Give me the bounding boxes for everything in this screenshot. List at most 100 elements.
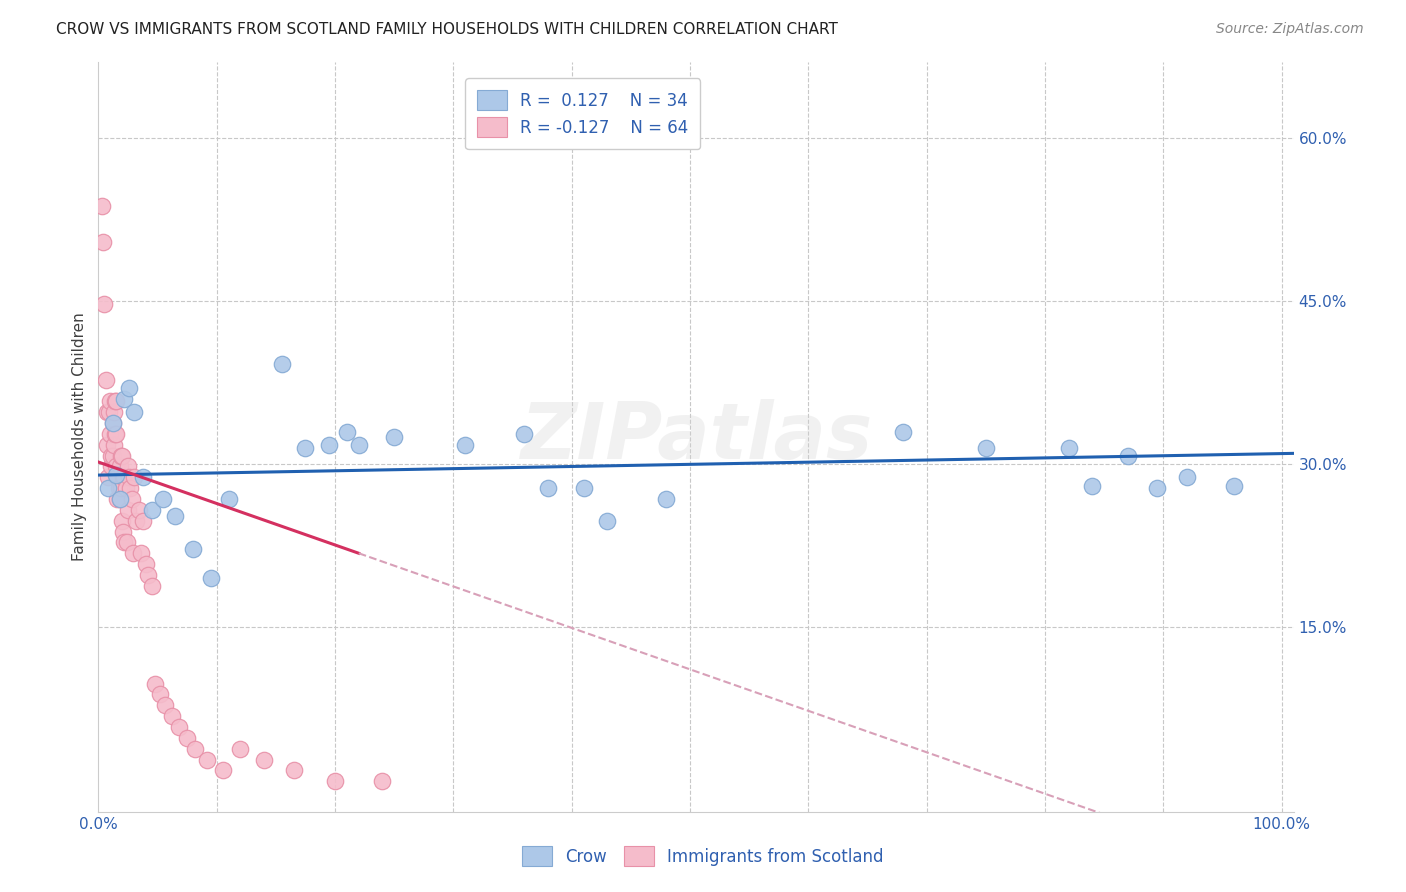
Point xyxy=(96,405,118,419)
Point xyxy=(105,394,128,409)
Point xyxy=(128,503,150,517)
Point xyxy=(105,470,128,484)
Point xyxy=(454,438,477,452)
Point xyxy=(112,470,135,484)
Point xyxy=(167,720,190,734)
Point xyxy=(153,698,176,713)
Point xyxy=(110,449,132,463)
Point xyxy=(211,764,233,778)
Point xyxy=(122,470,145,484)
Point xyxy=(121,491,143,506)
Point xyxy=(91,235,114,249)
Point xyxy=(135,557,157,571)
Text: CROW VS IMMIGRANTS FROM SCOTLAND FAMILY HOUSEHOLDS WITH CHILDREN CORRELATION CHA: CROW VS IMMIGRANTS FROM SCOTLAND FAMILY … xyxy=(56,22,838,37)
Point xyxy=(176,731,198,745)
Point xyxy=(160,709,183,723)
Point xyxy=(382,430,405,444)
Point xyxy=(121,546,143,560)
Text: Source: ZipAtlas.com: Source: ZipAtlas.com xyxy=(1216,22,1364,37)
Point xyxy=(91,199,114,213)
Point xyxy=(108,491,131,506)
Point xyxy=(596,514,619,528)
Point xyxy=(100,459,122,474)
Point xyxy=(105,459,128,474)
Point xyxy=(132,514,155,528)
Point xyxy=(141,579,163,593)
Point xyxy=(229,741,252,756)
Point xyxy=(195,753,218,767)
Point xyxy=(107,481,129,495)
Point xyxy=(323,774,346,789)
Text: ZIPatlas: ZIPatlas xyxy=(520,399,872,475)
Point xyxy=(104,394,127,409)
Point xyxy=(114,535,136,549)
Point xyxy=(122,405,145,419)
Point xyxy=(125,514,148,528)
Point xyxy=(120,481,142,495)
Point xyxy=(105,491,128,506)
Point xyxy=(98,394,121,409)
Point xyxy=(96,438,118,452)
Point xyxy=(1116,449,1139,463)
Point xyxy=(1057,441,1080,455)
Point xyxy=(1081,479,1104,493)
Point xyxy=(294,441,316,455)
Point xyxy=(101,449,124,463)
Point xyxy=(97,481,120,495)
Point xyxy=(513,426,536,441)
Legend: Crow, Immigrants from Scotland: Crow, Immigrants from Scotland xyxy=(513,838,893,875)
Point xyxy=(181,541,204,556)
Point xyxy=(111,449,134,463)
Point xyxy=(184,741,207,756)
Point xyxy=(98,405,121,419)
Point xyxy=(347,438,370,452)
Point xyxy=(110,481,132,495)
Point xyxy=(105,426,128,441)
Point xyxy=(336,425,359,439)
Point xyxy=(117,459,139,474)
Point xyxy=(165,509,187,524)
Point xyxy=(572,481,595,495)
Point xyxy=(655,491,678,506)
Point xyxy=(114,481,136,495)
Legend: R =  0.127    N = 34, R = -0.127    N = 64: R = 0.127 N = 34, R = -0.127 N = 64 xyxy=(465,78,700,149)
Point xyxy=(318,438,340,452)
Point xyxy=(136,568,159,582)
Point xyxy=(98,426,121,441)
Point xyxy=(112,524,135,539)
Point xyxy=(253,753,276,767)
Point xyxy=(93,296,115,310)
Point xyxy=(371,774,394,789)
Point xyxy=(101,416,124,430)
Point xyxy=(111,514,134,528)
Point xyxy=(100,449,122,463)
Point xyxy=(974,441,997,455)
Point xyxy=(103,438,125,452)
Point xyxy=(891,425,914,439)
Point xyxy=(104,426,127,441)
Point xyxy=(108,459,131,474)
Point xyxy=(94,372,117,386)
Point xyxy=(1175,470,1198,484)
Point xyxy=(129,546,152,560)
Point xyxy=(101,416,124,430)
Point xyxy=(108,491,131,506)
Point xyxy=(132,470,155,484)
Point xyxy=(143,676,166,690)
Point xyxy=(115,535,138,549)
Y-axis label: Family Households with Children: Family Households with Children xyxy=(72,313,87,561)
Point xyxy=(218,491,240,506)
Point xyxy=(1223,479,1246,493)
Point xyxy=(1146,481,1168,495)
Point xyxy=(141,503,163,517)
Point xyxy=(103,405,125,419)
Point xyxy=(118,381,141,395)
Point xyxy=(114,392,136,406)
Point xyxy=(152,491,174,506)
Point xyxy=(97,470,120,484)
Point xyxy=(117,503,139,517)
Point xyxy=(537,481,560,495)
Point xyxy=(283,764,305,778)
Point xyxy=(200,571,222,585)
Point xyxy=(270,357,292,371)
